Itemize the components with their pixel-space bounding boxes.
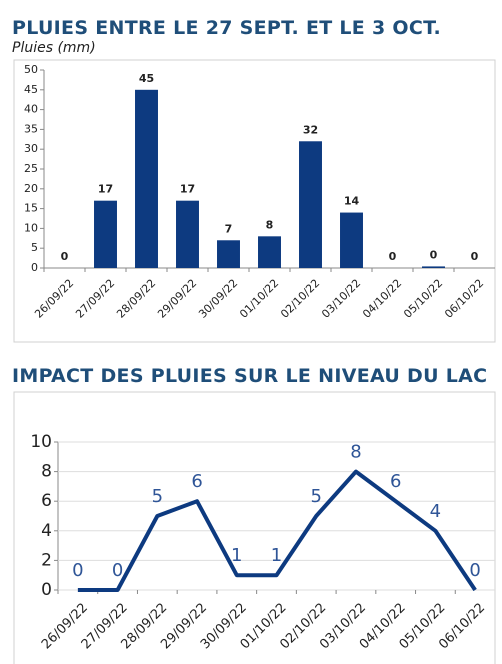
bar (422, 266, 445, 268)
y-tick-label: 4 (41, 521, 52, 541)
y-tick-label: 8 (41, 462, 52, 482)
data-label: 1 (271, 545, 282, 566)
bar (135, 89, 158, 268)
data-label: 8 (350, 442, 361, 463)
data-label: 0 (469, 560, 480, 581)
chart-subtitle: Pluies (mm) (12, 40, 96, 56)
y-tick-label: 35 (24, 122, 38, 135)
y-tick-label: 10 (30, 432, 52, 452)
data-label: 0 (430, 248, 438, 261)
x-tick-label: 01/10/22 (237, 277, 281, 321)
bar (217, 240, 240, 268)
y-tick-label: 2 (41, 550, 52, 570)
x-tick-label: 04/10/22 (360, 277, 404, 321)
chart-title: PLUIES ENTRE LE 27 SEPT. ET LE 3 OCT. (12, 17, 441, 39)
bar (258, 236, 281, 268)
data-label: 6 (390, 471, 401, 492)
data-label: 45 (139, 72, 154, 85)
data-label: 4 (430, 501, 441, 522)
y-tick-label: 45 (24, 83, 38, 96)
x-tick-label: 02/10/22 (278, 277, 322, 321)
chart-title: IMPACT DES PLUIES SUR LE NIVEAU DU LAC (12, 365, 487, 387)
data-label: 1 (231, 545, 242, 566)
data-label: 5 (152, 486, 163, 507)
data-label: 7 (225, 222, 233, 235)
data-label: 17 (98, 183, 113, 196)
line (77, 469, 477, 592)
chart-frame (13, 59, 496, 343)
x-tick-label: 29/09/22 (155, 277, 199, 321)
x-tick-label: 28/09/22 (114, 277, 158, 321)
bar (340, 212, 363, 268)
x-tick-label: 03/10/22 (319, 277, 363, 321)
bar (94, 200, 117, 268)
y-tick-label: 25 (24, 162, 38, 175)
y-tick-label: 0 (41, 580, 52, 600)
y-tick-label: 15 (24, 202, 38, 215)
x-tick-label: 05/10/22 (401, 277, 445, 321)
y-tick-label: 30 (24, 142, 38, 155)
y-tick-label: 20 (24, 182, 38, 195)
data-label: 0 (72, 560, 83, 581)
y-tick-label: 50 (24, 63, 38, 76)
y-tick-label: 10 (24, 221, 38, 234)
chart-frame (13, 391, 496, 664)
data-label: 32 (303, 123, 318, 136)
y-tick-label: 40 (24, 103, 38, 116)
y-tick-label: 6 (41, 491, 52, 511)
data-label: 0 (112, 560, 123, 581)
data-label: 0 (389, 250, 397, 263)
bar (176, 200, 199, 268)
y-tick-label: 5 (31, 241, 38, 254)
data-label: 5 (311, 486, 322, 507)
data-label: 8 (266, 218, 274, 231)
x-tick-label: 06/10/22 (442, 277, 486, 321)
x-tick-label: 30/09/22 (196, 277, 240, 321)
data-label: 17 (180, 183, 195, 196)
x-tick-label: 27/09/22 (73, 277, 117, 321)
y-tick-label: 0 (31, 261, 38, 274)
data-label: 14 (344, 195, 360, 208)
data-label: 0 (471, 250, 479, 263)
data-label: 6 (191, 471, 202, 492)
bar (299, 141, 322, 268)
data-label: 0 (61, 250, 69, 263)
x-tick-label: 26/09/22 (32, 277, 76, 321)
